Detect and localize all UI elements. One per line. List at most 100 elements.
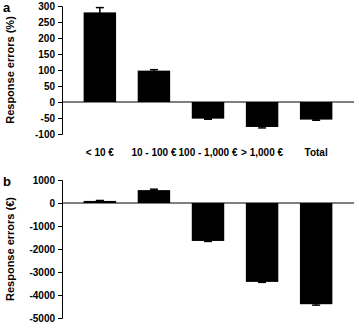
y-tick-mark — [58, 203, 62, 204]
y-tick-label: 300 — [38, 1, 55, 12]
y-tick: 50 — [44, 81, 62, 92]
error-bar — [150, 189, 158, 191]
y-tick-label: -50 — [41, 113, 56, 124]
y-tick-mark — [58, 70, 62, 71]
error-bar — [312, 119, 320, 120]
error-bar-cap — [150, 188, 158, 190]
y-tick-mark — [58, 38, 62, 39]
x-tick: < 10 € — [86, 147, 115, 158]
y-tick-mark — [58, 118, 62, 119]
x-tick-label: Total — [305, 147, 328, 158]
panel-label: a — [3, 0, 11, 15]
y-tick: -100 — [35, 129, 62, 140]
error-bar — [204, 118, 212, 119]
plot-area — [84, 189, 333, 305]
error-bar — [312, 303, 320, 305]
y-tick: 100 — [38, 65, 62, 76]
y-tick-mark — [58, 134, 62, 135]
bar — [138, 190, 170, 203]
y-tick-label: -100 — [35, 129, 55, 140]
zero-line — [62, 203, 354, 204]
y-axis-line — [58, 7, 63, 135]
panel-0: -100 -50 0 50 100 150 200 250 300 < 10 € 10 - 100 … — [3, 0, 354, 158]
error-bar-cap — [96, 16, 104, 18]
y-tick-label: 100 — [38, 65, 55, 76]
y-axis: -5000 -4000 -3000 -2000 -1000 0 1000 — [29, 175, 62, 324]
error-bar-cap — [204, 117, 212, 119]
y-tick-label: -4000 — [29, 290, 55, 301]
error-bar — [96, 8, 104, 18]
y-tick-mark — [58, 272, 62, 273]
y-tick-mark — [58, 102, 62, 103]
error-bar-cap — [312, 304, 320, 306]
y-tick: 1000 — [33, 175, 62, 186]
y-axis-line — [58, 181, 63, 319]
y-tick-mark — [58, 6, 62, 7]
y-tick: 0 — [49, 198, 62, 209]
error-bar-cap — [204, 240, 212, 242]
y-axis-title: Response errors (%) — [4, 16, 16, 124]
y-tick-mark — [58, 226, 62, 227]
bar — [246, 102, 278, 127]
y-tick: 250 — [38, 17, 62, 28]
y-tick-mark — [58, 295, 62, 296]
error-bar-cap — [312, 119, 320, 121]
x-axis: < 10 € 10 - 100 €100 - 1,000 €> 1,000 € To… — [86, 147, 328, 158]
error-bar-cap — [204, 241, 212, 243]
bar — [192, 102, 224, 119]
y-tick: -3000 — [29, 267, 62, 278]
bar — [246, 203, 278, 282]
error-bar — [258, 126, 266, 128]
y-tick-label: 50 — [44, 81, 56, 92]
y-tick: -1000 — [29, 221, 62, 232]
y-axis-title: Response errors (€) — [4, 197, 16, 301]
error-bar — [258, 281, 266, 283]
y-tick-mark — [58, 249, 62, 250]
y-tick-mark — [58, 54, 62, 55]
y-tick-label: 250 — [38, 17, 55, 28]
y-tick-label: -2000 — [29, 244, 55, 255]
error-bar-cap — [258, 282, 266, 284]
y-tick-mark — [58, 318, 62, 319]
y-tick-label: 1000 — [33, 175, 56, 186]
y-tick: 300 — [38, 1, 62, 12]
x-tick: > 1,000 € — [241, 147, 283, 158]
error-bar-cap — [96, 7, 104, 9]
y-tick: -4000 — [29, 290, 62, 301]
bar — [300, 102, 332, 120]
panel-label: b — [3, 174, 11, 189]
error-bar-cap — [312, 118, 320, 120]
y-tick-label: -3000 — [29, 267, 55, 278]
y-tick-mark — [58, 180, 62, 181]
error-bar-cap — [96, 200, 104, 202]
error-bar-cap — [258, 281, 266, 283]
y-tick-label: 200 — [38, 33, 55, 44]
error-bar — [96, 200, 104, 202]
figure: -100 -50 0 50 100 150 200 250 300 < 10 € 10 - 100 … — [0, 0, 359, 328]
y-tick-label: -5000 — [29, 313, 55, 324]
error-bar — [150, 70, 158, 72]
x-tick-label: < 10 € — [86, 147, 115, 158]
y-tick-label: 150 — [38, 49, 55, 60]
error-bar-cap — [96, 201, 104, 203]
bar — [300, 203, 332, 304]
y-tick: -5000 — [29, 313, 62, 324]
zero-line — [62, 102, 354, 103]
x-tick: 100 - 1,000 € — [179, 147, 238, 158]
x-tick-label: 10 - 100 € — [131, 147, 176, 158]
x-tick: 10 - 100 € — [131, 147, 176, 158]
y-tick-mark — [58, 86, 62, 87]
y-tick-label: 0 — [49, 97, 55, 108]
y-tick: 0 — [49, 97, 62, 108]
bar — [192, 203, 224, 241]
error-bar-cap — [312, 303, 320, 305]
y-tick-label: 0 — [49, 198, 55, 209]
panel-1: -5000 -4000 -3000 -2000 -1000 0 1000 Response e… — [3, 174, 354, 324]
x-tick-label: 100 - 1,000 € — [179, 147, 238, 158]
y-tick: -50 — [41, 113, 62, 124]
error-bar-cap — [258, 127, 266, 129]
error-bar-cap — [150, 69, 158, 71]
error-bar-stem — [99, 8, 101, 18]
plot-area — [84, 8, 333, 128]
error-bar-cap — [258, 125, 266, 127]
